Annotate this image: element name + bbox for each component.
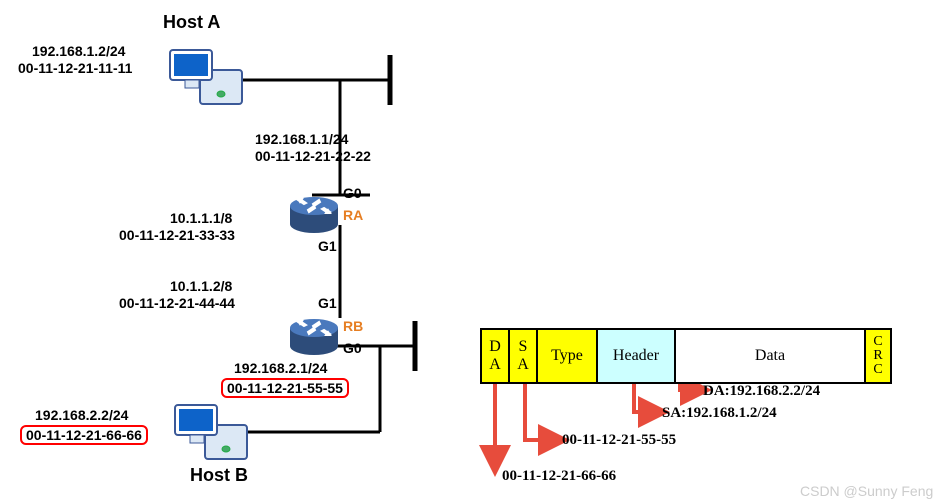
ra-name: RA: [343, 207, 363, 223]
host-a-ip: 192.168.1.2/24: [32, 43, 125, 59]
rb-g1-ip: 10.1.1.2/8: [170, 278, 232, 294]
ra-g1-label: G1: [318, 238, 337, 254]
watermark: CSDN @Sunny Feng: [800, 483, 933, 499]
packet-da-mac: 00-11-12-21-66-66: [502, 468, 616, 485]
host-b-ip: 192.168.2.2/24: [35, 407, 128, 423]
rb-g0-label: G0: [343, 340, 362, 356]
host-a-mac: 00-11-12-21-11-11: [18, 60, 132, 76]
rb-g0-ip: 192.168.2.1/24: [234, 360, 327, 376]
rb-g1-mac: 00-11-12-21-44-44: [119, 295, 235, 311]
packet-da-ip: DA:192.168.2.2/24: [703, 383, 820, 400]
rb-g1-label: G1: [318, 295, 337, 311]
packet-frame: D A S A Type Header Data C R C: [480, 328, 892, 384]
router-ra-icon: [290, 197, 338, 233]
ra-g0-ip: 192.168.1.1/24: [255, 131, 348, 147]
router-rb-icon: [290, 319, 338, 355]
packet-header: Header: [598, 330, 676, 382]
packet-sa-mac: 00-11-12-21-55-55: [562, 432, 676, 449]
ra-g1-ip: 10.1.1.1/8: [170, 210, 232, 226]
ra-g1-mac: 00-11-12-21-33-33: [119, 227, 235, 243]
host-b-title: Host B: [190, 465, 248, 486]
packet-sa-ip: SA:192.168.1.2/24: [662, 405, 777, 422]
packet-crc: C R C: [866, 330, 890, 382]
packet-type: Type: [538, 330, 598, 382]
packet-sa: S A: [510, 330, 538, 382]
packet-data: Data: [676, 330, 866, 382]
ra-g0-label: G0: [343, 185, 362, 201]
host-b-icon: [175, 405, 247, 459]
host-a-title: Host A: [163, 12, 220, 33]
host-a-icon: [170, 50, 242, 104]
rb-g0-mac: 00-11-12-21-55-55: [221, 378, 349, 398]
ra-g0-mac: 00-11-12-21-22-22: [255, 148, 371, 164]
rb-name: RB: [343, 318, 363, 334]
host-b-mac: 00-11-12-21-66-66: [20, 425, 148, 445]
packet-da: D A: [482, 330, 510, 382]
